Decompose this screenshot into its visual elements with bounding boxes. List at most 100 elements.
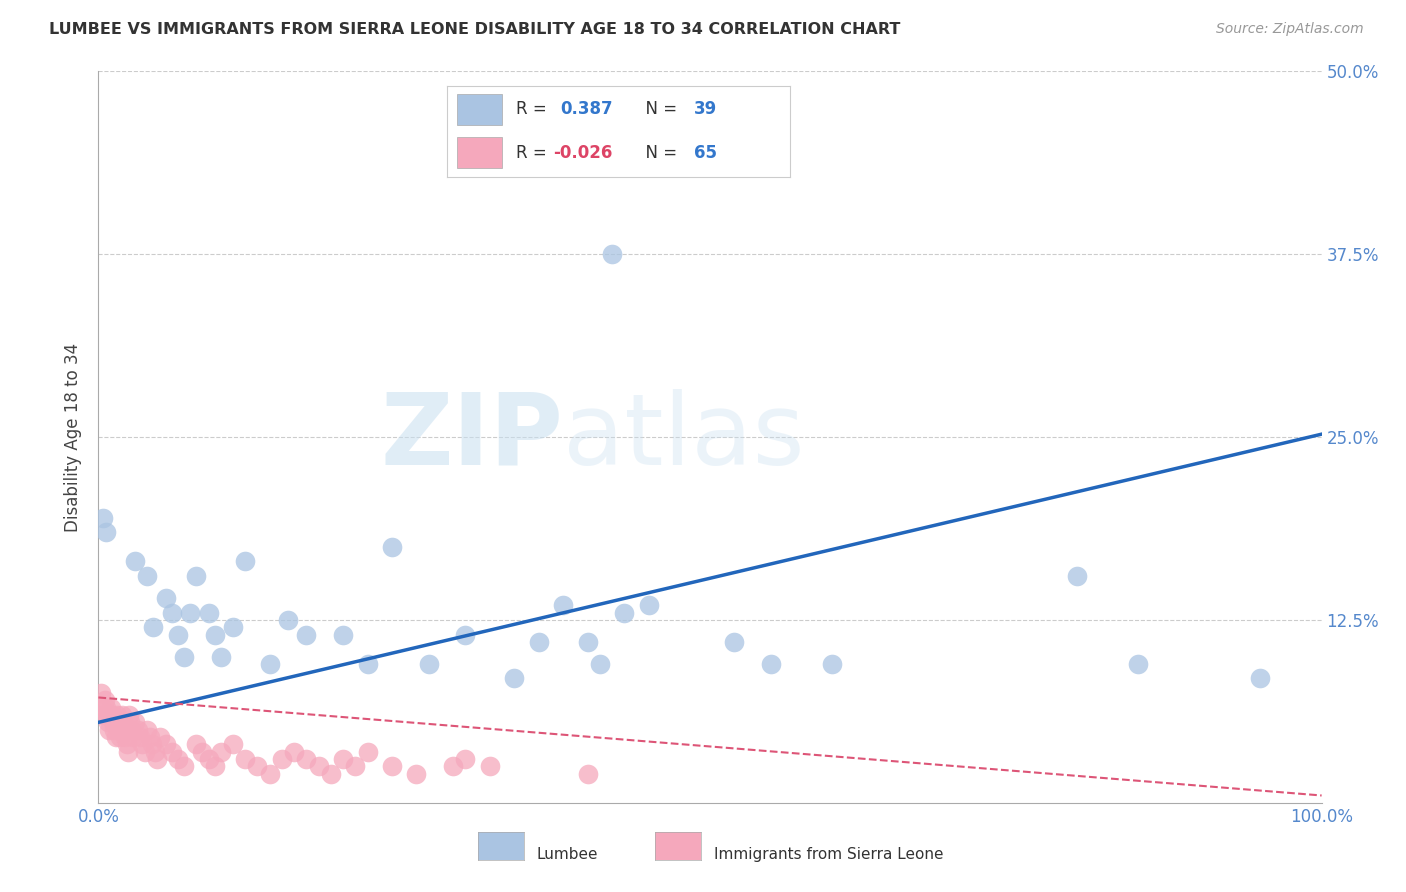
Point [418,657,440,671]
Point [160,745,183,759]
Point [173,649,195,664]
Point [600,247,623,261]
Point [146,752,169,766]
Point [136,723,159,737]
Point [108,723,131,737]
Point [111,708,134,723]
Point [233,752,256,766]
Point [100,700,122,714]
Point [104,730,127,744]
Point [197,752,219,766]
Point [356,657,378,671]
Point [121,730,143,744]
Point [143,745,166,759]
Point [1249,672,1271,686]
Point [576,635,599,649]
Point [124,715,146,730]
Text: ZIP: ZIP [381,389,564,485]
Point [277,613,299,627]
Point [90,686,112,700]
Point [527,635,550,649]
Point [637,599,661,613]
Point [91,700,114,714]
Point [107,715,129,730]
Point [98,723,121,737]
Point [319,766,342,780]
Point [96,708,118,723]
Point [112,723,135,737]
Point [589,657,612,671]
Text: Immigrants from Sierra Leone: Immigrants from Sierra Leone [714,847,943,862]
Point [821,657,844,671]
Point [454,752,477,766]
Point [478,759,501,773]
Point [173,759,195,773]
Point [91,510,114,524]
Point [94,525,117,540]
Point [111,715,134,730]
Point [222,620,245,634]
Point [259,657,281,671]
Point [186,569,208,583]
Point [209,649,232,664]
Point [222,737,245,751]
Point [124,554,146,568]
Point [344,759,367,773]
Point [197,606,219,620]
Point [576,766,599,780]
Point [332,752,354,766]
Point [149,730,172,744]
Point [381,540,404,554]
Point [723,635,745,649]
Point [118,708,141,723]
Point [503,672,526,686]
Point [142,620,165,634]
Point [283,745,305,759]
Point [259,766,281,780]
Text: atlas: atlas [564,389,804,485]
Point [91,708,114,723]
Point [204,759,226,773]
Point [186,737,208,751]
Text: Source: ZipAtlas.com: Source: ZipAtlas.com [1216,22,1364,37]
Point [120,723,142,737]
Point [101,708,124,723]
Point [553,599,575,613]
Point [94,700,117,714]
Point [191,745,214,759]
Point [160,606,183,620]
Point [129,730,152,744]
Point [761,657,783,671]
Point [332,627,354,641]
Text: LUMBEE VS IMMIGRANTS FROM SIERRA LEONE DISABILITY AGE 18 TO 34 CORRELATION CHART: LUMBEE VS IMMIGRANTS FROM SIERRA LEONE D… [49,22,901,37]
Point [1066,569,1088,583]
Point [114,730,136,744]
Point [270,752,294,766]
Point [97,715,120,730]
Point [127,723,149,737]
Point [115,737,138,751]
Point [454,627,477,641]
Point [167,627,190,641]
Point [155,737,177,751]
Point [1128,657,1150,671]
Point [381,759,404,773]
Point [105,708,128,723]
Point [131,737,153,751]
Point [141,737,163,751]
Point [405,766,427,780]
Point [179,606,201,620]
Point [699,108,721,122]
Point [93,693,115,707]
Y-axis label: Disability Age 18 to 34: Disability Age 18 to 34 [65,343,83,532]
Point [246,759,269,773]
Point [155,591,177,605]
Point [134,745,156,759]
Point [136,569,159,583]
Text: Lumbee: Lumbee [536,847,598,862]
Point [295,627,318,641]
Point [295,752,318,766]
Point [308,759,330,773]
Point [110,730,132,744]
Point [356,745,378,759]
